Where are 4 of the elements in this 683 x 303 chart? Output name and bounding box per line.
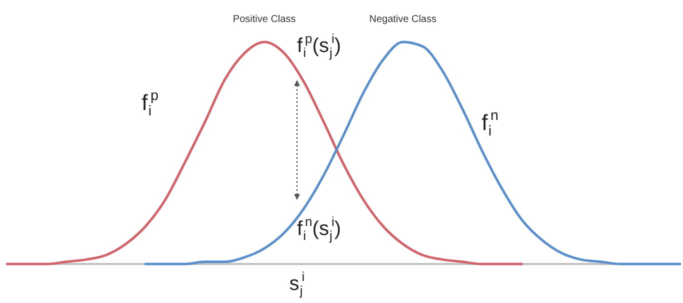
annotation: f$_{i}$$^{p}$(s$_{j}$$^{i}$) xyxy=(297,31,342,60)
text: Negative Class xyxy=(369,14,437,25)
text: Positive Class xyxy=(232,14,296,25)
annotation: f$_{i}$$^{n}$(s$_{j}$$^{i}$) xyxy=(297,214,342,243)
